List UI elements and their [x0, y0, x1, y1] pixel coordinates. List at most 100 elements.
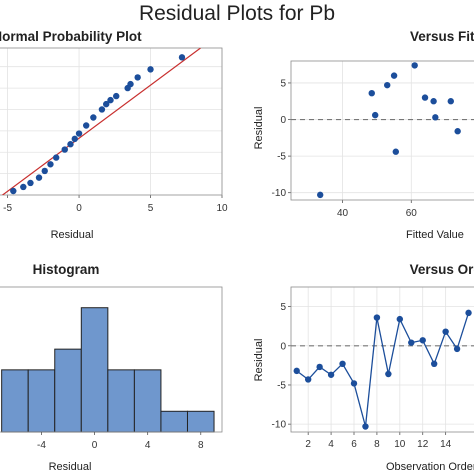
fits-y-tick-label: -5 — [277, 152, 286, 163]
versus-order-panel: Versus Order 2 4 6 8 10 12 14 5 0 -5 -10 Observation… — [253, 262, 474, 473]
prob-data-point — [113, 92, 120, 100]
prob-x-tick-label: 10 — [216, 203, 228, 214]
histogram-panel: Histogram -4 0 4 8 Residual — [0, 262, 223, 473]
fits-y-tick-label: 5 — [280, 78, 286, 89]
fits-data-point — [411, 62, 418, 69]
prob-data-point — [41, 167, 48, 175]
histogram-bar — [54, 348, 82, 433]
prob-data-point — [98, 106, 106, 113]
prob-fit-line — [1, 48, 201, 195]
figure-title: Residual Plots for Pb — [139, 2, 335, 25]
fits-data-point — [392, 148, 400, 155]
hist-x-tick-label: 4 — [145, 440, 151, 451]
fits-data-point — [430, 98, 437, 105]
order-y-tick-label: 0 — [280, 341, 286, 352]
fits-data-point — [317, 191, 324, 199]
prob-data-point — [75, 130, 83, 137]
versus-fits-panel: Versus Fits 40 60 5 0 -5 -10 Fitted Value Residu… — [253, 29, 474, 241]
order-y-axis-label: Residual — [253, 339, 265, 382]
fits-data-point — [447, 98, 454, 105]
order-y-tick-label: -5 — [277, 380, 286, 391]
order-data-point — [316, 363, 323, 371]
fits-data-point — [371, 111, 379, 119]
order-data-point — [373, 314, 381, 321]
prob-data-point — [67, 141, 74, 148]
panel-title-histogram: Histogram — [33, 262, 100, 277]
prob-plot-frame — [0, 47, 223, 196]
normal-probability-panel: Normal Probability Plot -5 0 5 10 Residual — [0, 29, 228, 241]
prob-x-axis-label: Residual — [51, 229, 94, 241]
order-data-point — [430, 360, 438, 368]
order-data-point — [396, 315, 404, 323]
prob-data-point — [82, 122, 90, 129]
prob-data-point — [178, 54, 186, 61]
order-data-point — [362, 423, 369, 430]
order-data-point — [453, 345, 461, 353]
order-data-point — [442, 328, 449, 335]
order-data-point — [293, 367, 300, 375]
order-y-tick-label: -10 — [272, 420, 287, 431]
prob-x-tick-label: 5 — [148, 203, 154, 214]
prob-data-point — [52, 154, 60, 161]
order-plot-frame — [290, 286, 474, 433]
prob-data-point — [103, 100, 110, 108]
order-x-tick-label: 10 — [394, 439, 406, 450]
order-x-axis-label: Observation Order — [386, 461, 474, 473]
hist-x-tick-label: 0 — [92, 440, 98, 451]
prob-data-point — [71, 135, 78, 143]
fits-data-point — [432, 114, 439, 121]
histogram-bar — [133, 369, 162, 433]
fits-y-axis-label: Residual — [253, 107, 265, 150]
panel-title-versus-order: Versus Order — [410, 262, 474, 277]
fits-data-point — [384, 81, 391, 89]
prob-data-point — [35, 174, 43, 181]
order-data-point — [327, 371, 335, 378]
order-series-line — [296, 312, 470, 427]
order-x-tick-label: 2 — [305, 439, 311, 450]
fits-plot-frame — [290, 60, 474, 201]
prob-x-tick-label: 0 — [76, 203, 82, 214]
order-data-point — [419, 337, 426, 344]
fits-y-tick-label: -10 — [272, 188, 287, 199]
fits-data-point — [390, 72, 398, 79]
histogram-bar — [160, 410, 188, 433]
order-data-point — [385, 370, 392, 378]
histogram-bar — [27, 369, 56, 433]
prob-data-point — [90, 114, 97, 121]
order-x-tick-label: 6 — [351, 439, 357, 450]
fits-x-tick-label: 60 — [406, 208, 418, 219]
hist-plot-frame — [0, 286, 223, 433]
order-x-tick-label: 12 — [417, 439, 429, 450]
fits-x-tick-label: 40 — [337, 208, 349, 219]
fits-data-point — [368, 89, 375, 97]
fits-data-point — [421, 94, 429, 101]
order-data-point — [304, 376, 312, 383]
histogram-bar — [186, 410, 215, 433]
prob-data-point — [134, 74, 141, 81]
histogram-bar — [80, 307, 109, 433]
order-y-tick-label: 5 — [280, 302, 286, 313]
prob-data-point — [27, 179, 34, 187]
order-x-tick-label: 8 — [374, 439, 380, 450]
order-data-point — [465, 309, 472, 317]
fits-data-point — [454, 128, 461, 135]
fits-y-tick-label: 0 — [280, 115, 286, 126]
order-x-tick-label: 14 — [440, 439, 452, 450]
panel-title-probability: Normal Probability Plot — [0, 29, 142, 44]
hist-x-tick-label: 8 — [198, 440, 204, 451]
prob-data-point — [47, 161, 54, 168]
prob-x-tick-label: -5 — [3, 203, 12, 214]
prob-data-point — [20, 183, 27, 191]
order-data-point — [339, 360, 346, 368]
histogram-bar — [107, 369, 135, 433]
prob-data-point — [61, 146, 68, 153]
hist-x-tick-label: -4 — [37, 440, 46, 451]
prob-data-point — [127, 80, 134, 88]
fits-x-axis-label: Fitted Value — [406, 229, 464, 241]
hist-x-axis-label: Residual — [49, 461, 92, 473]
histogram-bar — [1, 369, 29, 433]
order-x-tick-label: 4 — [328, 439, 334, 450]
prob-data-point — [107, 96, 114, 104]
prob-data-point — [10, 187, 17, 195]
